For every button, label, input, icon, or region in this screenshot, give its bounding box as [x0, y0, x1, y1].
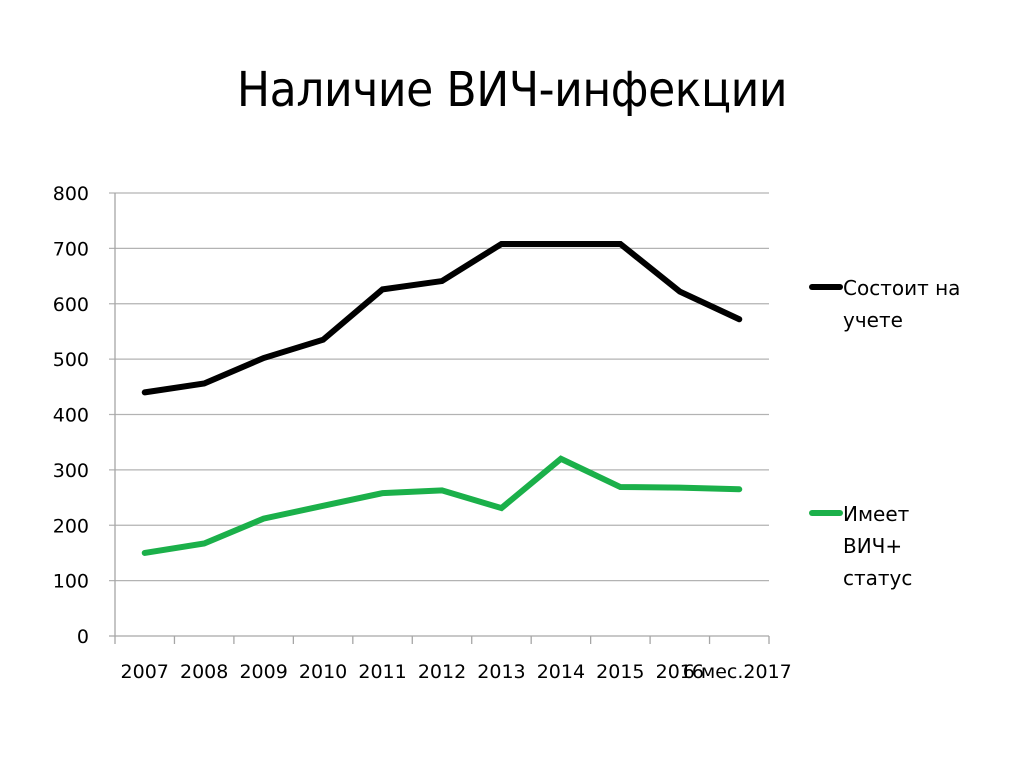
axes: [109, 193, 770, 644]
y-tick-label: 100: [53, 571, 89, 593]
x-tick-label: 2009: [239, 661, 287, 683]
y-tick-label: 0: [77, 626, 89, 648]
gridlines: [109, 192, 769, 582]
x-tick-label: 6 мес.2017: [683, 661, 792, 683]
y-tick-label: 300: [53, 460, 89, 482]
x-axis-tick-labels: 2007 2008 2009 2010 2011 2012 2013 2014 2015 2016…: [121, 661, 792, 683]
x-tick-label: 2010: [299, 661, 347, 683]
y-axis-tick-labels: 0 100 200 300 400 500 600 700 800: [53, 183, 89, 648]
legend-label: учете: [843, 308, 903, 332]
legend: Состоит на учете Имеет ВИЧ+ статус: [809, 276, 960, 590]
x-tick-label: 2008: [180, 661, 228, 683]
legend-label: Состоит на: [843, 276, 960, 300]
legend-label: статус: [843, 566, 912, 590]
y-tick-label: 700: [53, 238, 89, 260]
x-tick-label: 2011: [358, 661, 406, 683]
x-tick-label: 2012: [418, 661, 466, 683]
y-tick-label: 800: [53, 183, 89, 205]
series-line-hiv-positive: [141, 455, 743, 556]
y-tick-label: 200: [53, 515, 89, 537]
y-tick-label: 600: [53, 294, 89, 316]
x-tick-label: 2007: [121, 661, 169, 683]
legend-label: Имеет: [843, 502, 910, 526]
data-series: [141, 240, 743, 556]
legend-label: ВИЧ+: [843, 534, 902, 558]
x-tick-label: 2014: [537, 661, 585, 683]
x-tick-label: 2013: [477, 661, 525, 683]
y-tick-label: 400: [53, 405, 89, 427]
series-line-registered: [141, 240, 743, 396]
x-tick-label: 2016: [656, 661, 704, 683]
slide-title: Наличие ВИЧ-инфекции: [236, 62, 788, 118]
y-tick-label: 500: [53, 349, 89, 371]
x-tick-label: 2015: [596, 661, 644, 683]
